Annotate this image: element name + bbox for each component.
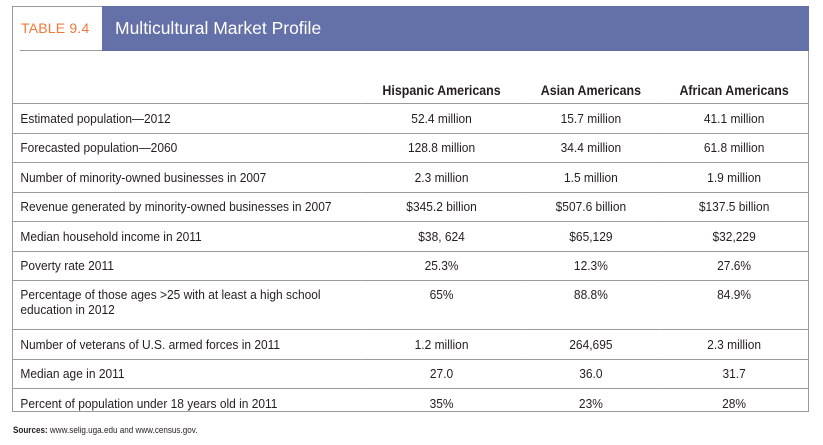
table-cell: $32,229 bbox=[659, 221, 809, 252]
table-cell: 27.6% bbox=[659, 251, 809, 281]
table-cell: $345.2 billion bbox=[360, 192, 523, 222]
row-label: Median age in 2011 bbox=[13, 359, 361, 389]
table-cell: 1.9 million bbox=[659, 162, 809, 193]
table-cell: 35% bbox=[429, 395, 454, 411]
column-header-african: African Americans bbox=[659, 51, 809, 104]
table-cell: 31.7 bbox=[659, 359, 809, 389]
sources-label: Sources: bbox=[13, 425, 48, 435]
table-row: Percent of population under 18 years old… bbox=[13, 389, 809, 418]
table-cell: 27.0 bbox=[360, 359, 523, 389]
table-cell: 65% bbox=[360, 280, 523, 330]
table-cell: 1.2 million bbox=[360, 329, 523, 360]
table-cell: 41.1 million bbox=[659, 103, 809, 134]
header-row: Hispanic Americans Asian Americans Afric… bbox=[13, 51, 809, 104]
row-label: Revenue generated by minority-owned busi… bbox=[13, 192, 361, 222]
sources-note: Sources: www.selig.uga.edu and www.censu… bbox=[13, 425, 197, 435]
table-cell: $65,129 bbox=[522, 221, 660, 252]
divider bbox=[20, 50, 102, 51]
table-title: Multicultural Market Profile bbox=[115, 18, 322, 38]
row-label: Percent of population under 18 years old… bbox=[20, 395, 278, 411]
table-row: Median household income in 2011 $38, 624 $… bbox=[13, 221, 809, 252]
table-cell: $38, 624 bbox=[360, 221, 523, 252]
table-row: Number of veterans of U.S. armed forces … bbox=[13, 329, 809, 360]
table-cell: 34.4 million bbox=[522, 133, 660, 163]
table-row: Poverty rate 2011 25.3% 12.3% 27.6% bbox=[13, 251, 809, 281]
table-row: Median age in 2011 27.0 36.0 31.7 bbox=[13, 359, 809, 389]
table-cell: 88.8% bbox=[522, 280, 660, 330]
table-cell: 12.3% bbox=[522, 251, 660, 281]
row-label: Forecasted population—2060 bbox=[13, 133, 361, 163]
table-cell: 23% bbox=[578, 395, 603, 411]
row-label: Estimated population—2012 bbox=[13, 103, 361, 134]
row-label: Poverty rate 2011 bbox=[13, 251, 361, 281]
table-cell: 2.3 million bbox=[360, 162, 523, 193]
table-cell: 1.5 million bbox=[522, 162, 660, 193]
table-cell: 25.3% bbox=[360, 251, 523, 281]
column-header-label bbox=[13, 51, 361, 104]
row-label: Median household income in 2011 bbox=[13, 221, 361, 252]
table-cell: 84.9% bbox=[659, 280, 809, 330]
table-cell: 28% bbox=[722, 395, 747, 411]
table-row: Revenue generated by minority-owned busi… bbox=[13, 192, 809, 222]
title-bar: Multicultural Market Profile bbox=[102, 6, 809, 51]
row-label: Number of veterans of U.S. armed forces … bbox=[13, 329, 361, 360]
table-cell: 264,695 bbox=[522, 329, 660, 360]
row-label: Percentage of those ages >25 with at lea… bbox=[13, 280, 361, 330]
column-header-hispanic: Hispanic Americans bbox=[360, 51, 523, 104]
table-cell: 52.4 million bbox=[360, 103, 523, 134]
row-label: Number of minority-owned businesses in 2… bbox=[13, 162, 361, 193]
table-cell: 128.8 million bbox=[360, 133, 523, 163]
market-profile-table: Hispanic Americans Asian Americans Afric… bbox=[13, 51, 809, 418]
table-cell: 2.3 million bbox=[659, 329, 809, 360]
table-row: Percentage of those ages >25 with at lea… bbox=[13, 280, 809, 330]
table-row: Estimated population—2012 52.4 million 15.… bbox=[13, 103, 809, 134]
table-cell: 61.8 million bbox=[659, 133, 809, 163]
table-row: Forecasted population—2060 128.8 million 3… bbox=[13, 133, 809, 163]
column-header-asian: Asian Americans bbox=[522, 51, 660, 104]
table-row: Number of minority-owned businesses in 2… bbox=[13, 162, 809, 193]
table-number: TABLE 9.4 bbox=[21, 20, 90, 36]
table-cell: 36.0 bbox=[522, 359, 660, 389]
table-cell: 15.7 million bbox=[522, 103, 660, 134]
table-cell: $137.5 billion bbox=[659, 192, 809, 222]
table-cell: $507.6 billion bbox=[522, 192, 660, 222]
sources-text: www.selig.uga.edu and www.census.gov. bbox=[47, 425, 198, 435]
